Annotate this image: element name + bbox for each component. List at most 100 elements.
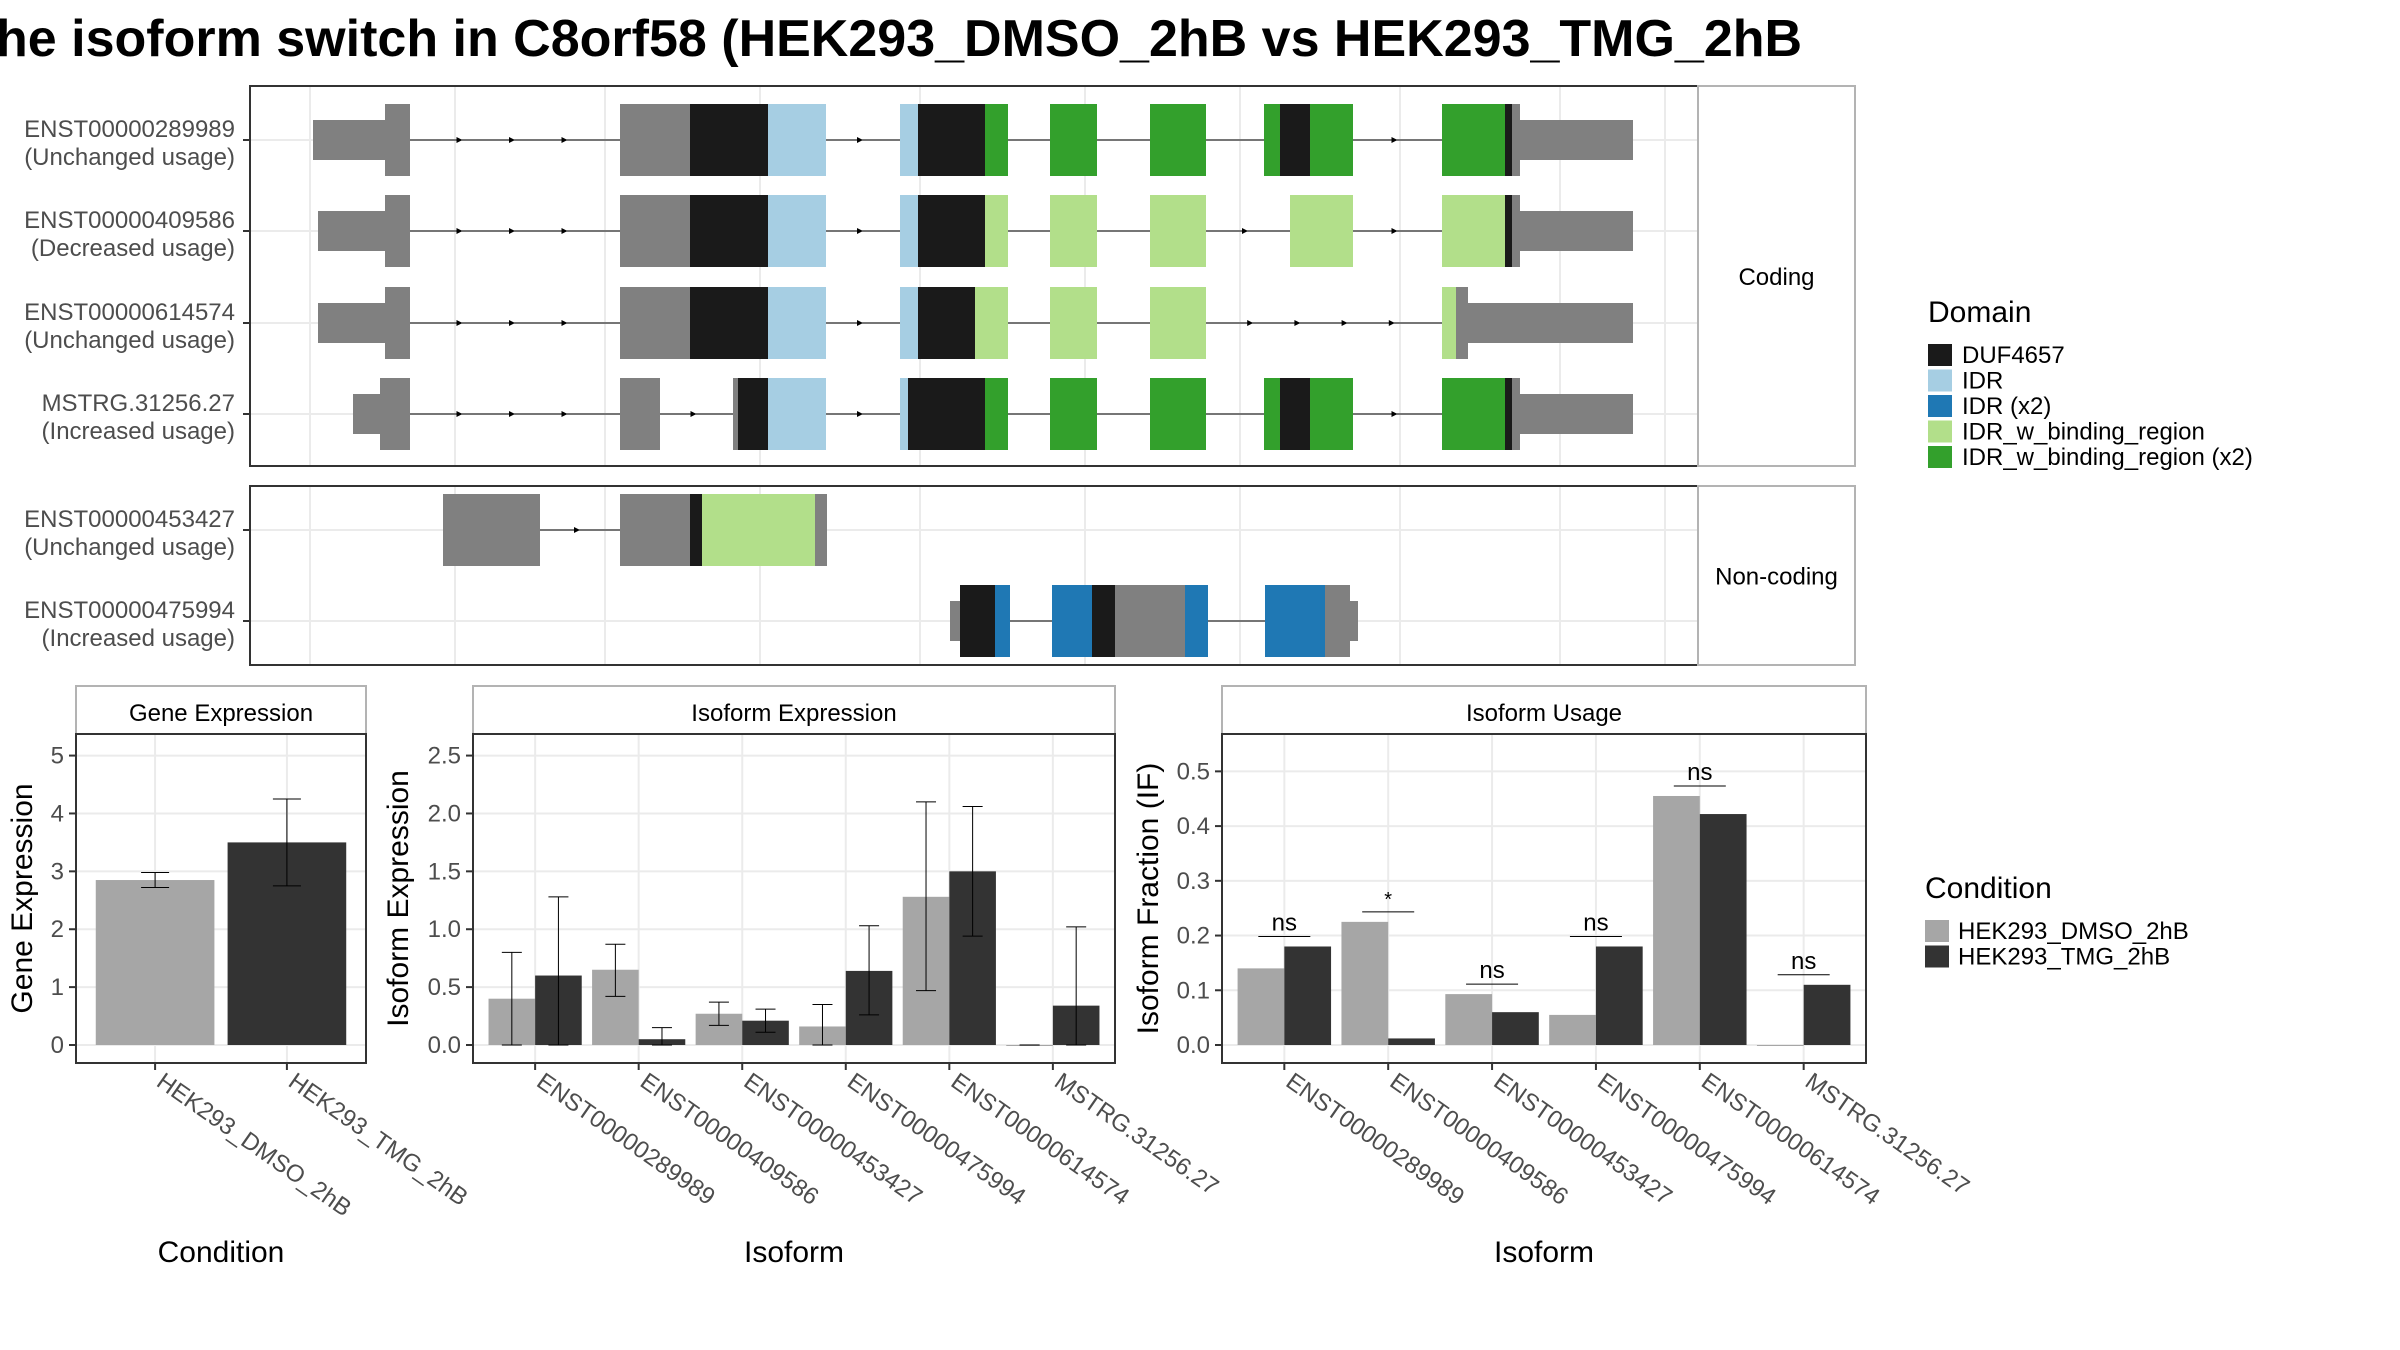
chart-title: Isoform Usage [1466,700,1622,727]
domain-exon [960,585,995,657]
isoform-id-label: MSTRG.31256.27 [42,390,235,417]
isoform-id-label: ENST00000614574 [24,299,235,326]
domain-exon [738,378,768,450]
utr-exon [620,104,690,176]
domain-exon [1310,104,1353,176]
utr-exon [1520,211,1633,251]
isoform-usage-label: (Unchanged usage) [24,144,235,171]
legend-key-swatch [1925,920,1949,942]
legend-key-label: IDR (x2) [1962,393,2051,420]
legend-key-swatch [1928,369,1952,392]
bar [1445,994,1493,1045]
domain-exon [918,195,985,267]
x-tick-label: ENST00000289989 [532,1068,720,1211]
utr-exon [1520,120,1633,160]
legend-key-swatch [1928,395,1952,417]
significance-label: ns [1687,759,1712,786]
utr-exon [385,195,410,267]
intron-arrow [561,320,568,326]
domain-exon [900,378,908,450]
legend-key-swatch [1928,420,1952,443]
intron-arrow [1341,320,1348,326]
y-axis-title: Gene Expression [6,783,39,1013]
intron-arrow [574,527,580,533]
domain-legend-title: Domain [1928,296,2031,329]
intron-arrow [1391,137,1398,143]
domain-exon [985,378,1008,450]
utr-exon [1456,287,1468,359]
intron-arrow [509,137,515,143]
domain-exon [1150,287,1206,359]
x-tick-label: ENST00000453427 [739,1068,927,1211]
domain-exon [690,287,768,359]
domain-exon [900,195,918,267]
x-axis-title: Isoform [744,1236,844,1269]
domain-exon [1280,104,1310,176]
domain-exon [1050,195,1097,267]
domain-exon [1092,585,1115,657]
utr-exon [443,494,540,566]
intron-arrow [509,228,515,234]
y-tick-label: 0 [51,1032,64,1059]
bar [1492,1012,1539,1045]
x-axis-title: Isoform [1494,1236,1594,1269]
intron-arrow [857,411,863,417]
isoform-id-label: ENST00000409586 [24,207,235,234]
domain-exon [768,378,826,450]
domain-exon [1505,104,1512,176]
domain-exon [1050,287,1097,359]
legend-key-label: DUF4657 [1962,342,2065,369]
y-tick-label: 3 [51,858,64,885]
utr-exon [620,494,690,566]
facet-strip-label: Coding [1738,264,1814,291]
utr-exon [1350,601,1358,641]
y-tick-label: 0.1 [1177,977,1210,1004]
utr-exon [1468,303,1633,343]
plot-border [75,733,367,1064]
intron-arrow [857,228,863,234]
domain-exon [985,104,1008,176]
domain-exon [1280,378,1310,450]
y-tick-label: 0.2 [1177,923,1210,950]
significance-label: ns [1791,948,1816,975]
domain-exon [1264,378,1280,450]
domain-exon [1310,378,1353,450]
intron-arrow [1391,228,1398,234]
x-tick-label: MSTRG.31256.27 [1049,1068,1223,1201]
intron-arrow [509,411,515,417]
intron-arrow [456,320,463,326]
legend-key-label: IDR_w_binding_region (x2) [1962,444,2253,471]
y-tick-label: 0.0 [428,1032,461,1059]
bar [1237,968,1285,1045]
isoform-id-label: ENST00000453427 [24,506,235,533]
domain-exon [908,378,985,450]
bar [95,880,215,1045]
y-tick-label: 2.5 [428,743,461,770]
domain-exon [690,494,702,566]
utr-exon [950,601,960,641]
x-tick-label: ENST00000475994 [1592,1068,1780,1211]
plot-border [472,733,1116,1064]
isoform-usage-label: (Decreased usage) [31,235,235,262]
utr-exon [815,494,827,566]
domain-exon [702,494,815,566]
x-tick-label: ENST00000289989 [1281,1068,1469,1211]
domain-exon [690,104,768,176]
significance-label: ns [1272,909,1297,936]
y-tick-label: 0.5 [1177,758,1210,785]
bar [1699,814,1747,1045]
domain-exon [1264,104,1280,176]
utr-exon [620,378,660,450]
intron-arrow [690,411,697,417]
bar [1653,795,1700,1045]
domain-exon [1442,104,1505,176]
intron-arrow [509,320,515,326]
chart-isoform-expression: Isoform Expression 0.0 0.5 1.0 1.5 2.0 2.5 ENST… [382,685,1223,1269]
chart-title: Gene Expression [129,700,313,727]
chart-title: Isoform Expression [691,700,896,727]
domain-exon [1290,195,1353,267]
domain-exon [1150,104,1206,176]
intron-arrow [456,411,463,417]
